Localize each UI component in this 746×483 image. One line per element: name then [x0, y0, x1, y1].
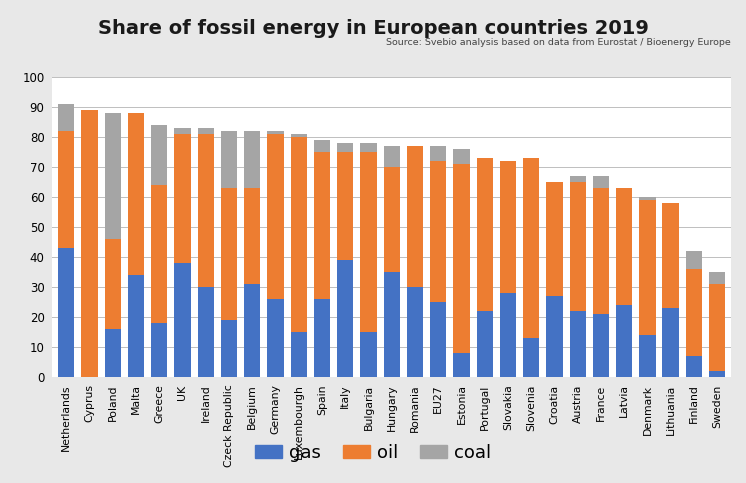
Bar: [198, 134, 214, 287]
Bar: [523, 338, 539, 377]
Bar: [569, 176, 586, 182]
Bar: [314, 152, 330, 299]
Bar: [151, 323, 167, 377]
Bar: [662, 203, 679, 308]
Bar: [244, 284, 260, 377]
Bar: [244, 188, 260, 284]
Bar: [383, 146, 400, 167]
Bar: [407, 287, 423, 377]
Bar: [593, 176, 609, 188]
Bar: [477, 158, 493, 311]
Bar: [104, 113, 121, 239]
Bar: [290, 137, 307, 332]
Bar: [151, 185, 167, 323]
Bar: [709, 371, 725, 377]
Bar: [290, 134, 307, 137]
Bar: [454, 149, 469, 164]
Bar: [546, 296, 562, 377]
Bar: [58, 248, 75, 377]
Bar: [198, 128, 214, 134]
Bar: [593, 188, 609, 314]
Text: Share of fossil energy in European countries 2019: Share of fossil energy in European count…: [98, 19, 648, 38]
Bar: [500, 161, 516, 293]
Bar: [569, 182, 586, 311]
Bar: [616, 305, 633, 377]
Bar: [546, 182, 562, 296]
Bar: [360, 143, 377, 152]
Bar: [686, 269, 702, 356]
Bar: [454, 353, 469, 377]
Bar: [523, 158, 539, 338]
Bar: [430, 146, 446, 161]
Bar: [337, 260, 354, 377]
Bar: [267, 131, 283, 134]
Bar: [383, 272, 400, 377]
Text: Source: Svebio analysis based on data from Eurostat / Bioenergy Europe: Source: Svebio analysis based on data fr…: [386, 38, 731, 47]
Bar: [337, 143, 354, 152]
Bar: [267, 299, 283, 377]
Bar: [151, 125, 167, 185]
Bar: [662, 308, 679, 377]
Bar: [430, 302, 446, 377]
Bar: [616, 188, 633, 305]
Bar: [709, 284, 725, 371]
Bar: [267, 134, 283, 299]
Bar: [81, 110, 98, 377]
Bar: [244, 131, 260, 188]
Bar: [454, 164, 469, 353]
Bar: [221, 131, 237, 188]
Bar: [709, 272, 725, 284]
Bar: [175, 128, 190, 134]
Bar: [593, 314, 609, 377]
Bar: [686, 356, 702, 377]
Legend: gas, oil, coal: gas, oil, coal: [248, 437, 498, 469]
Bar: [58, 104, 75, 131]
Bar: [290, 332, 307, 377]
Bar: [221, 320, 237, 377]
Bar: [686, 251, 702, 269]
Bar: [128, 113, 144, 275]
Bar: [175, 134, 190, 263]
Bar: [198, 287, 214, 377]
Bar: [337, 152, 354, 260]
Bar: [569, 311, 586, 377]
Bar: [175, 263, 190, 377]
Bar: [360, 332, 377, 377]
Bar: [221, 188, 237, 320]
Bar: [314, 140, 330, 152]
Bar: [500, 293, 516, 377]
Bar: [314, 299, 330, 377]
Bar: [104, 329, 121, 377]
Bar: [407, 146, 423, 287]
Bar: [104, 239, 121, 329]
Bar: [128, 275, 144, 377]
Bar: [360, 152, 377, 332]
Bar: [383, 167, 400, 272]
Bar: [639, 200, 656, 335]
Bar: [639, 197, 656, 200]
Bar: [430, 161, 446, 302]
Bar: [477, 311, 493, 377]
Bar: [639, 335, 656, 377]
Bar: [58, 131, 75, 248]
